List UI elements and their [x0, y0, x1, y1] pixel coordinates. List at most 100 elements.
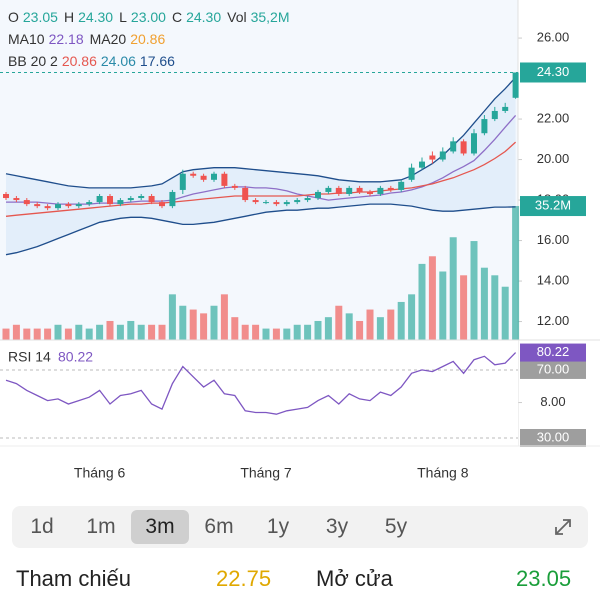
candle-body	[335, 187, 342, 194]
legend-key: BB 20 2	[8, 53, 58, 69]
rsi-badge	[520, 343, 586, 362]
x-tick-label: Tháng 7	[240, 465, 292, 481]
volume-bar	[96, 324, 104, 340]
volume-bar	[480, 267, 488, 340]
candle-body	[65, 204, 72, 207]
candle-body	[429, 155, 436, 160]
candle-body	[294, 200, 301, 203]
candle-body	[44, 206, 51, 209]
legend-value: 24.30	[78, 9, 114, 25]
volume-bar	[200, 313, 208, 340]
y-tick-label: 20.00	[537, 151, 570, 166]
volume-bar	[512, 206, 520, 340]
candle-body	[419, 161, 425, 168]
volume-bar	[314, 320, 322, 340]
volume-bar	[85, 328, 93, 340]
volume-bar	[168, 294, 176, 340]
candle-body	[200, 175, 207, 180]
volume-bar	[252, 324, 260, 340]
volume-bar	[366, 309, 374, 340]
x-tick-label: Tháng 6	[74, 465, 126, 481]
volume-bar	[44, 328, 52, 340]
range-button[interactable]: 5y	[384, 515, 408, 538]
legend-key: H	[63, 9, 75, 25]
candle-body	[127, 198, 134, 201]
chart: 26.0022.0020.0018.0016.0014.0012.008.002…	[0, 0, 600, 481]
candle-body	[179, 173, 186, 190]
candle-body	[34, 204, 41, 207]
volume-bar	[460, 275, 468, 340]
volume-bar	[189, 309, 197, 340]
volume-bar	[210, 305, 218, 340]
legend-row: BB 20 2 20.86 24.06 17.66	[8, 50, 296, 72]
candle-body	[252, 200, 259, 203]
candle-body	[169, 191, 176, 207]
candle-body	[138, 196, 145, 199]
legend-value: 17.66	[139, 53, 175, 69]
candle-body	[315, 191, 321, 199]
volume-bar	[231, 317, 239, 340]
legend-key: C	[171, 9, 183, 25]
candle-body	[23, 200, 30, 205]
candle-body	[86, 202, 93, 205]
candle-body	[398, 181, 405, 190]
candle-body	[460, 141, 467, 154]
band-fill	[6, 77, 516, 255]
stat-value: 22.75	[216, 566, 272, 591]
legend: O 23.05 H 24.30 L 23.00 C 24.30 Vol 35,2M MA10 22.1…	[8, 6, 296, 72]
candle-body	[55, 204, 61, 209]
legend-row: O 23.05 H 24.30 L 23.00 C 24.30 Vol 35,2M	[8, 6, 296, 28]
line-1	[5, 141, 517, 217]
legend-key: L	[119, 9, 127, 25]
price-badge-label: 24.30	[537, 64, 570, 79]
volume-bar	[12, 324, 20, 340]
volume-bar	[439, 271, 447, 340]
legend-key: Vol	[227, 9, 247, 25]
volume-bar	[283, 328, 291, 340]
volume-badge-label: 35.2M	[535, 197, 571, 212]
volume-bar	[179, 305, 187, 340]
volume-bar	[75, 324, 83, 340]
candle-body	[263, 202, 269, 204]
legend-value: 23.05	[22, 9, 58, 25]
volume-bar	[345, 313, 353, 340]
range-button[interactable]: 1d	[30, 515, 54, 538]
volume-bar	[324, 317, 332, 340]
legend-key: O	[8, 9, 19, 25]
range-selector: 1d 1m 3m 6m 1y 3y 5y	[12, 506, 588, 548]
volume-badge	[520, 196, 586, 217]
candle-body	[231, 185, 238, 188]
candle-body	[450, 141, 457, 152]
volume-bar	[54, 324, 62, 340]
candle-body	[221, 173, 228, 186]
range-button[interactable]: 3y	[325, 515, 349, 538]
candle-body	[117, 200, 124, 205]
candle-body	[304, 198, 311, 201]
y-tick-label: 16.00	[537, 232, 570, 247]
candle-body	[502, 106, 509, 111]
candle-body	[377, 187, 384, 194]
volume-bar	[408, 294, 416, 340]
volume-bar	[449, 237, 457, 340]
candle-body	[325, 187, 332, 192]
range-button[interactable]: 1y	[266, 515, 290, 538]
candle-body	[242, 187, 249, 201]
range-button[interactable]: 6m	[204, 515, 234, 538]
volume-bar	[335, 305, 343, 340]
legend-value: 24.06	[100, 53, 136, 69]
candle-body	[96, 196, 103, 203]
volume-bar	[304, 324, 312, 340]
range-button[interactable]: 3m	[131, 510, 189, 544]
expand-icon[interactable]	[552, 516, 574, 538]
legend-value: 22.18	[48, 31, 84, 47]
legend-key: MA20	[89, 31, 127, 47]
stat-label: Tham chiếu	[16, 566, 131, 591]
volume-bar	[262, 328, 270, 340]
rsi-level-label: 30.00	[537, 429, 570, 444]
volume-bar	[356, 320, 364, 340]
rsi-value: 80.22	[58, 349, 93, 365]
candle-body	[439, 151, 446, 160]
range-button[interactable]: 1m	[86, 515, 116, 538]
legend-value: 24.30	[186, 9, 222, 25]
